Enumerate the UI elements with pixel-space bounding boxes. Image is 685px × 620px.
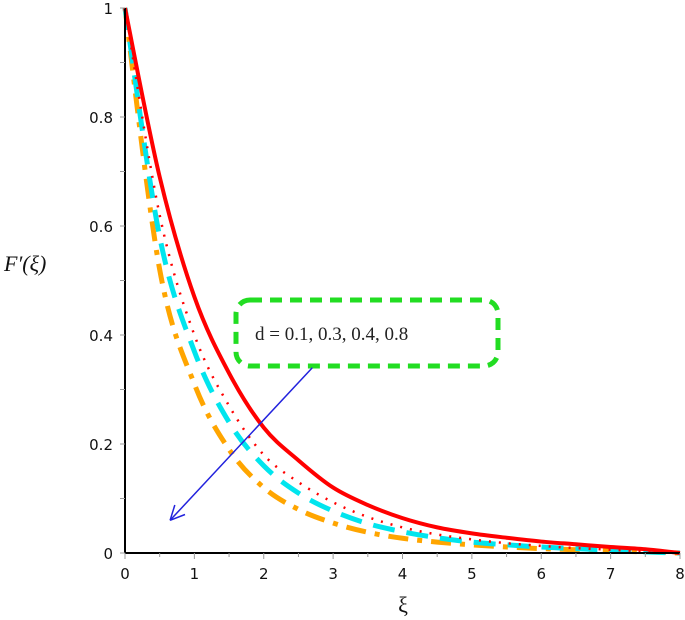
x-tick-label: 8 <box>675 565 685 583</box>
annotation: d = 0.1, 0.3, 0.4, 0.8 <box>169 297 501 521</box>
x-tick-label: 4 <box>398 565 408 583</box>
y-tick-label: 0.4 <box>89 327 113 345</box>
legend-box <box>233 297 501 369</box>
x-tick-label: 7 <box>606 565 616 583</box>
series-line-0.8 <box>122 7 681 556</box>
series-line-0.3 <box>123 7 681 555</box>
arrow-head-icon <box>169 513 186 521</box>
x-tick-label: 1 <box>190 565 200 583</box>
series-line-0.4 <box>122 7 681 556</box>
y-tick-label: 0.6 <box>89 218 113 236</box>
plot-lines <box>122 7 681 556</box>
x-axis-label: ξ <box>398 592 408 617</box>
series-line-0.1 <box>123 7 681 555</box>
x-tick-label: 5 <box>467 565 477 583</box>
y-tick-label: 0.2 <box>89 436 113 454</box>
arrow-head-icon <box>169 504 176 521</box>
y-tick-label: 0.8 <box>89 109 113 127</box>
x-tick-label: 6 <box>536 565 546 583</box>
legend-text: d = 0.1, 0.3, 0.4, 0.8 <box>255 324 408 345</box>
y-tick-label: 1 <box>103 0 113 18</box>
x-tick-label: 3 <box>328 565 338 583</box>
x-tick-label: 2 <box>259 565 269 583</box>
y-tick-label: 0 <box>103 545 113 563</box>
y-axis-label: F′(ξ) <box>3 251 46 276</box>
x-tick-label: 0 <box>120 565 130 583</box>
axes: 0 1 2 3 4 5 6 7 8 0 0.2 0.4 0.6 0.8 1 ξ F′(ξ) <box>3 0 685 617</box>
arrow <box>169 367 313 521</box>
